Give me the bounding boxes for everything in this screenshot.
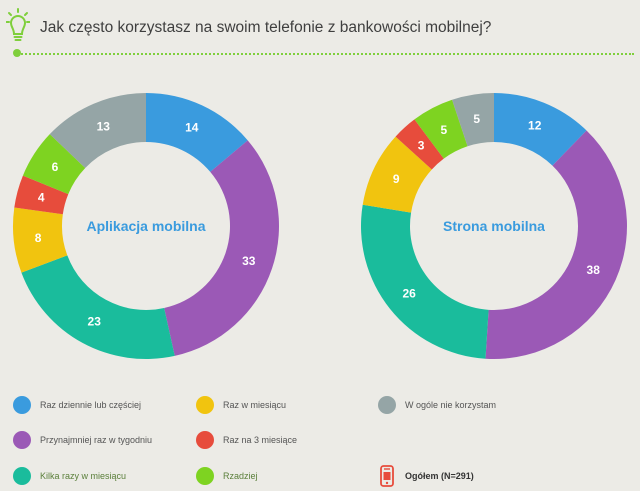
slice-value-label: 9 (393, 172, 400, 186)
lightbulb-icon (6, 8, 30, 41)
chart-title: Aplikacja mobilna (86, 218, 205, 234)
donut-slice (146, 93, 248, 172)
donut-slice (49, 93, 147, 169)
slice-value-label: 8 (35, 231, 42, 245)
slice-value-label: 13 (97, 119, 111, 133)
header: Jak często korzystasz na swoim telefonie… (0, 0, 640, 57)
slice-value-label: 5 (440, 123, 447, 137)
donut-chart-aplikacja: 14 33 23 8 4 6 13 Aplikacja mobilna (13, 93, 280, 360)
slice-value-label: 12 (528, 118, 542, 132)
donut-slice (164, 140, 280, 356)
chart-title: Strona mobilna (443, 218, 545, 234)
slice-value-label: 23 (88, 314, 102, 328)
donut-slice (452, 93, 494, 147)
donut-slice (13, 207, 68, 273)
divider-dot (13, 49, 21, 57)
slice-value-label: 4 (38, 191, 45, 205)
slice-value-label: 33 (242, 254, 256, 268)
slice-value-label: 26 (402, 287, 416, 301)
donut-slice (494, 93, 587, 166)
donut-slice (414, 99, 468, 159)
donut-slice (485, 130, 628, 359)
donut-slice (21, 255, 175, 360)
donut-slice (395, 119, 444, 170)
donut-slice (362, 136, 432, 213)
page-title: Jak często korzystasz na swoim telefonie… (40, 19, 492, 36)
donut-slice (360, 204, 489, 359)
slice-value-label: 6 (52, 160, 59, 174)
slice-value-label: 14 (185, 121, 199, 135)
divider (18, 53, 634, 55)
donut-chart-strona: 12 38 26 9 3 5 5 Strona mobilna (360, 93, 628, 359)
slice-value-label: 5 (473, 112, 480, 126)
donut-slice (14, 175, 69, 215)
slice-value-label: 3 (418, 139, 425, 153)
slice-value-label: 38 (587, 263, 601, 277)
donut-slice (22, 134, 86, 195)
